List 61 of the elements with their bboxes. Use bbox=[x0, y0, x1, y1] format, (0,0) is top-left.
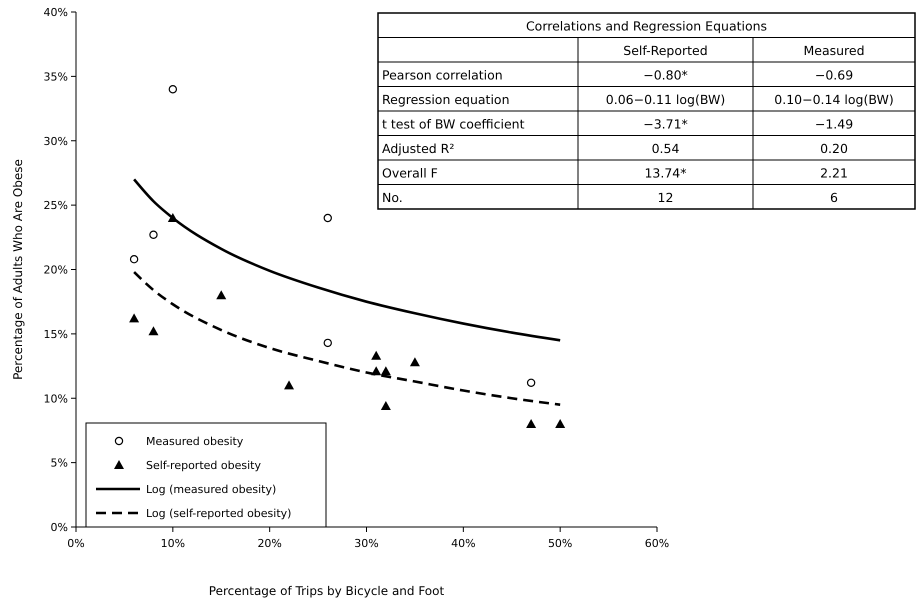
x-tick-label: 10% bbox=[160, 537, 186, 550]
annotation: No. bbox=[382, 190, 403, 205]
point bbox=[526, 378, 536, 387]
x-tick-label: 40% bbox=[451, 537, 476, 550]
x-tick-label: 30% bbox=[354, 537, 379, 550]
point bbox=[216, 290, 226, 300]
y-tick-label: 40% bbox=[44, 6, 68, 19]
text: −1.49 bbox=[814, 116, 854, 132]
annotation: Correlations and Regression Equations bbox=[526, 18, 768, 34]
point bbox=[284, 380, 294, 390]
text: 0.10−0.14 log(BW) bbox=[774, 92, 894, 107]
legend-label: Self-reported obesity bbox=[146, 459, 262, 472]
annotation: t test of BW coefficient bbox=[382, 116, 525, 132]
x-tick-label: 50% bbox=[548, 537, 572, 550]
text: 0.20 bbox=[820, 141, 848, 156]
line-series bbox=[132, 270, 562, 406]
y-tick-label: 5% bbox=[50, 456, 68, 470]
annotation: 0.54 bbox=[652, 141, 680, 156]
x-tick-label: 20% bbox=[257, 537, 282, 550]
y-tick-label: 30% bbox=[44, 134, 68, 148]
text: 2.21 bbox=[820, 166, 848, 180]
legend-label: Log (self-reported obesity) bbox=[146, 507, 292, 520]
annotation: Adjusted R² bbox=[382, 141, 454, 156]
annotation: Self-Reported bbox=[623, 43, 708, 58]
annotation: Regression equation bbox=[382, 92, 510, 107]
x-tick-label: 0% bbox=[67, 537, 85, 550]
point bbox=[371, 350, 382, 360]
x-axis-title: Percentage of Trips by Bicycle and Foot bbox=[208, 584, 444, 598]
annotation: Overall F bbox=[382, 166, 438, 180]
y-tick-label: 10% bbox=[44, 392, 68, 406]
point bbox=[324, 338, 332, 348]
annotation: −3.71* bbox=[643, 116, 688, 132]
y-tick-label: 25% bbox=[44, 199, 68, 212]
point bbox=[129, 313, 140, 322]
text: −0.69 bbox=[814, 68, 854, 82]
point bbox=[324, 214, 332, 222]
annotation: Pearson correlation bbox=[382, 68, 503, 82]
point bbox=[526, 419, 536, 428]
line-series bbox=[132, 178, 562, 342]
annotation: 13.74* bbox=[644, 166, 687, 180]
text: 6 bbox=[830, 190, 838, 205]
legend-label: Log (measured obesity) bbox=[146, 483, 276, 496]
annotation: −0.80* bbox=[643, 68, 688, 82]
point bbox=[555, 419, 566, 428]
annotation: 0.06−0.11 log(BW) bbox=[606, 92, 726, 107]
text: 12 bbox=[658, 190, 674, 205]
point bbox=[148, 326, 158, 336]
y-tick-label: 35% bbox=[44, 70, 68, 84]
point bbox=[380, 366, 391, 376]
y-tick-label: 0% bbox=[50, 521, 68, 534]
x-tick-label: 60% bbox=[644, 537, 670, 550]
y-tick-label: 20% bbox=[44, 264, 68, 276]
point bbox=[410, 357, 420, 366]
text: Measured bbox=[803, 43, 865, 58]
legend-label: Measured obesity bbox=[146, 435, 244, 448]
point bbox=[149, 230, 158, 239]
y-tick-label: 15% bbox=[44, 328, 68, 341]
point bbox=[130, 255, 138, 264]
point bbox=[168, 85, 178, 94]
point bbox=[380, 400, 391, 410]
y-axis-title: Percentage of Adults Who Are Obese bbox=[11, 159, 25, 380]
